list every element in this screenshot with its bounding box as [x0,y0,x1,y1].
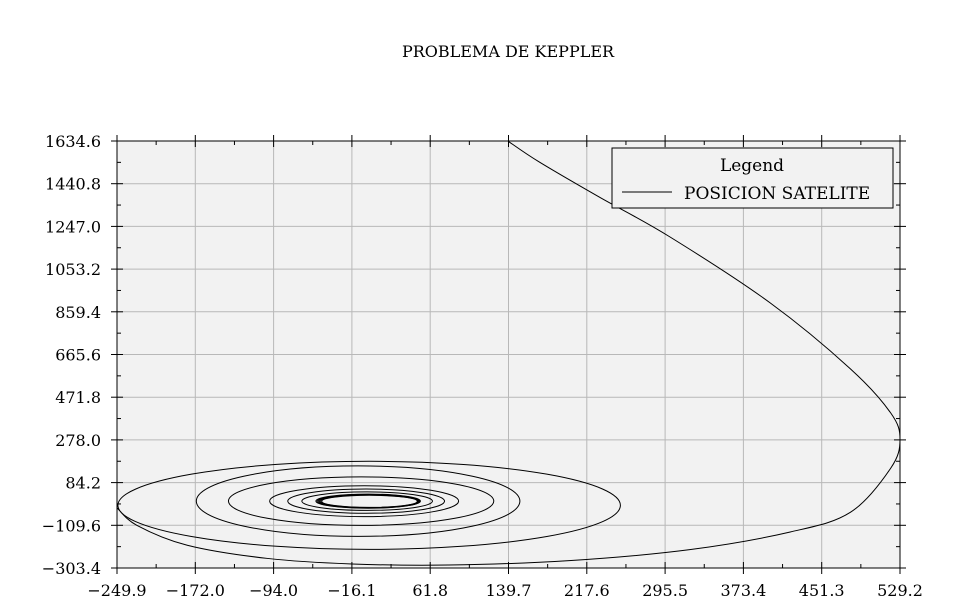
legend-box [611,147,894,209]
series-0-orbit [287,488,446,514]
series-0-orbit [269,485,460,518]
legend-title: Legend [720,156,784,176]
x-tick-label: 139.7 [486,581,532,600]
x-tick-label: 373.4 [720,581,766,600]
x-tick-label: 451.3 [799,581,845,600]
series-0-orbit [117,460,621,550]
x-axis: −249.9 −172.0 −94.0 −16.1 61.8 139.7 217.6 295.… [87,135,923,600]
y-tick-label: 1247.0 [45,217,101,236]
series-0-orbit [301,491,433,511]
x-tick-label: 529.2 [877,581,923,600]
y-tick-label: 471.8 [55,388,101,407]
minor-ticks [117,141,900,568]
y-tick-label: 84.2 [65,474,101,493]
chart-title: PROBLEMA DE KEPPLER [402,42,615,61]
y-tick-label: −109.6 [42,516,101,535]
series-0-orbit [227,476,495,526]
series-0-orbit [195,465,521,537]
y-tick-label: 1053.2 [45,260,101,279]
x-tick-label: 295.5 [642,581,688,600]
series-0-orbit [321,494,418,508]
y-tick-label: −303.4 [42,559,101,578]
x-tick-label: 61.8 [412,581,448,600]
x-tick-label: −94.0 [249,581,298,600]
y-tick-label: 859.4 [55,303,101,322]
y-tick-label: 278.0 [55,431,101,450]
legend-entry-label: POSICION SATELITE [684,184,870,204]
x-tick-label: −249.9 [87,581,146,600]
series-lines [116,140,901,566]
x-tick-label: 217.6 [564,581,610,600]
y-tick-label: 665.6 [55,346,101,365]
y-tick-label: 1634.6 [45,132,101,151]
legend: Legend POSICION SATELITE [611,147,894,209]
y-axis: 1634.6 1440.8 1247.0 1053.2 859.4 665.6 471.8 2… [42,132,906,578]
x-tick-label: −172.0 [166,581,225,600]
y-tick-label: 1440.8 [45,175,101,194]
series-0-escape-path [116,140,901,566]
x-tick-label: −16.1 [327,581,376,600]
